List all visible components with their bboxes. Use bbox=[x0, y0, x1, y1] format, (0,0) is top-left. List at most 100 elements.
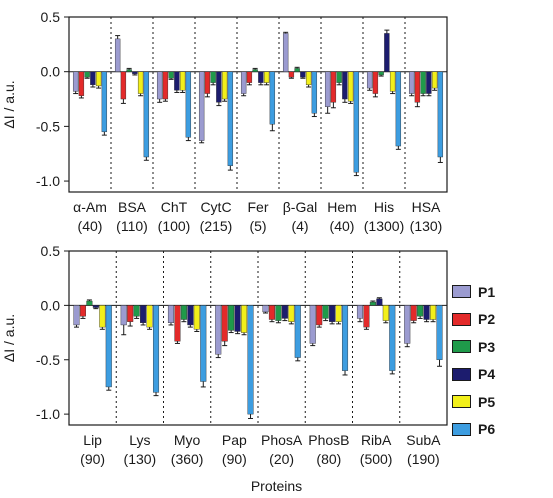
bar-p3 bbox=[180, 305, 187, 320]
y-axis-label-bottom: ΔI / a.u. bbox=[1, 314, 17, 362]
bar-p3 bbox=[369, 301, 376, 306]
x-tick-label: HSA bbox=[412, 199, 441, 215]
bar-p5 bbox=[430, 305, 437, 320]
bar-p4 bbox=[216, 71, 222, 103]
bar-p1 bbox=[120, 305, 127, 326]
y-tick-label: 0.0 bbox=[41, 297, 61, 313]
bar-p2 bbox=[120, 71, 127, 100]
legend-label-p5: P5 bbox=[478, 393, 496, 410]
x-tick-label: SubA bbox=[406, 432, 441, 448]
bar-p4 bbox=[281, 305, 288, 319]
legend-item-p5: P5 bbox=[452, 390, 548, 413]
legend-label-p1: P1 bbox=[478, 283, 496, 300]
bar-p4 bbox=[90, 71, 96, 86]
bar-p1 bbox=[73, 305, 80, 326]
bar-p3 bbox=[252, 69, 258, 72]
bar-p2 bbox=[330, 71, 337, 103]
bar-p2 bbox=[410, 305, 417, 321]
x-tick-label: Pap bbox=[222, 432, 247, 448]
x-tick-note: (215) bbox=[200, 218, 233, 234]
y-tick-label: -1.0 bbox=[36, 173, 60, 189]
bar-p2 bbox=[414, 71, 421, 103]
bar-p6 bbox=[185, 71, 192, 138]
bar-p6 bbox=[436, 305, 443, 360]
x-axis-title: Proteins bbox=[250, 478, 303, 494]
x-tick-note: (110) bbox=[116, 218, 148, 234]
bar-p4 bbox=[342, 71, 348, 100]
bar-p5 bbox=[99, 305, 106, 328]
bar-p2 bbox=[363, 305, 370, 328]
bar-p2 bbox=[78, 71, 85, 96]
bar-p3 bbox=[126, 69, 132, 72]
x-tick-label: Lys bbox=[129, 432, 150, 448]
bar-p1 bbox=[282, 33, 289, 72]
bar-p2 bbox=[127, 305, 134, 322]
bar-p4 bbox=[426, 71, 432, 94]
legend-label-p3: P3 bbox=[478, 338, 496, 355]
x-tick-note: (90) bbox=[222, 451, 247, 467]
bottom-panel: 0.5 0.0 -0.5 -1.0 ΔI / a.u. Lip (90) Lys (130) My… bbox=[1, 243, 448, 467]
x-tick-label: Myo bbox=[174, 432, 201, 448]
bar-p3 bbox=[378, 71, 384, 76]
bar-p5 bbox=[179, 71, 186, 91]
x-tick-note: (130) bbox=[124, 451, 157, 467]
bar-p3 bbox=[294, 68, 300, 72]
bar-p1 bbox=[404, 305, 411, 344]
y-tick-label: -1.0 bbox=[36, 406, 60, 422]
bar-p1 bbox=[366, 71, 373, 89]
bar-p3 bbox=[86, 300, 93, 306]
bar-p1 bbox=[324, 71, 331, 107]
bar-p3 bbox=[322, 305, 329, 319]
x-tick-note: (40) bbox=[78, 218, 103, 234]
bar-p4 bbox=[300, 71, 306, 78]
legend-swatch-p6 bbox=[452, 422, 471, 436]
bar-p2 bbox=[221, 305, 228, 342]
y-axis-label-top: ΔI / a.u. bbox=[1, 80, 17, 128]
bar-p1 bbox=[198, 71, 205, 141]
bar-p3 bbox=[420, 71, 426, 94]
top-panel: 0.5 0.0 -0.5 -1.0 ΔI / a.u. α-Am (40) BSA (110) C… bbox=[1, 9, 448, 234]
bar-p6 bbox=[269, 71, 276, 125]
bar-p3 bbox=[228, 305, 235, 331]
bar-p1 bbox=[408, 71, 415, 94]
x-tick-label: His bbox=[374, 199, 394, 215]
bar-p6 bbox=[341, 305, 349, 371]
bar-p5 bbox=[146, 305, 153, 328]
x-tick-label: β-Gal bbox=[283, 199, 318, 215]
bar-p4 bbox=[258, 71, 264, 83]
bar-p4 bbox=[174, 71, 180, 91]
y-tick-label: 0.0 bbox=[41, 64, 61, 80]
bar-p4 bbox=[376, 298, 383, 306]
bar-p1 bbox=[240, 71, 247, 94]
bar-p3 bbox=[336, 71, 342, 83]
bar-p1 bbox=[215, 305, 222, 355]
bar-p2 bbox=[372, 71, 379, 94]
bar-p6 bbox=[311, 71, 318, 114]
x-tick-note: (190) bbox=[407, 451, 440, 467]
bar-p1 bbox=[309, 305, 316, 344]
bar-p6 bbox=[389, 305, 396, 371]
bar-p6 bbox=[105, 305, 112, 388]
bar-p6 bbox=[353, 71, 360, 173]
y-tick-label: -0.5 bbox=[36, 352, 60, 368]
bar-p4 bbox=[234, 305, 241, 332]
bar-p6 bbox=[294, 305, 301, 358]
bar-p3 bbox=[417, 305, 424, 317]
y-tick-label: 0.5 bbox=[41, 243, 61, 259]
bar-p5 bbox=[382, 305, 389, 321]
x-tick-note: (130) bbox=[410, 218, 443, 234]
bar-p2 bbox=[288, 71, 295, 78]
y-tick-label: -0.5 bbox=[36, 118, 60, 134]
legend-label-p4: P4 bbox=[478, 366, 496, 382]
x-tick-note: (1300) bbox=[364, 218, 404, 234]
bar-p1 bbox=[356, 305, 364, 319]
bar-p1 bbox=[262, 305, 269, 313]
bar-p1 bbox=[114, 38, 121, 72]
x-tick-note: (100) bbox=[158, 218, 191, 234]
bar-p3 bbox=[275, 305, 282, 321]
bar-p5 bbox=[193, 305, 200, 330]
bar-p5 bbox=[305, 71, 312, 86]
x-tick-note: (4) bbox=[291, 218, 308, 234]
x-tick-label: Hem bbox=[327, 199, 357, 215]
bar-p5 bbox=[137, 71, 144, 94]
